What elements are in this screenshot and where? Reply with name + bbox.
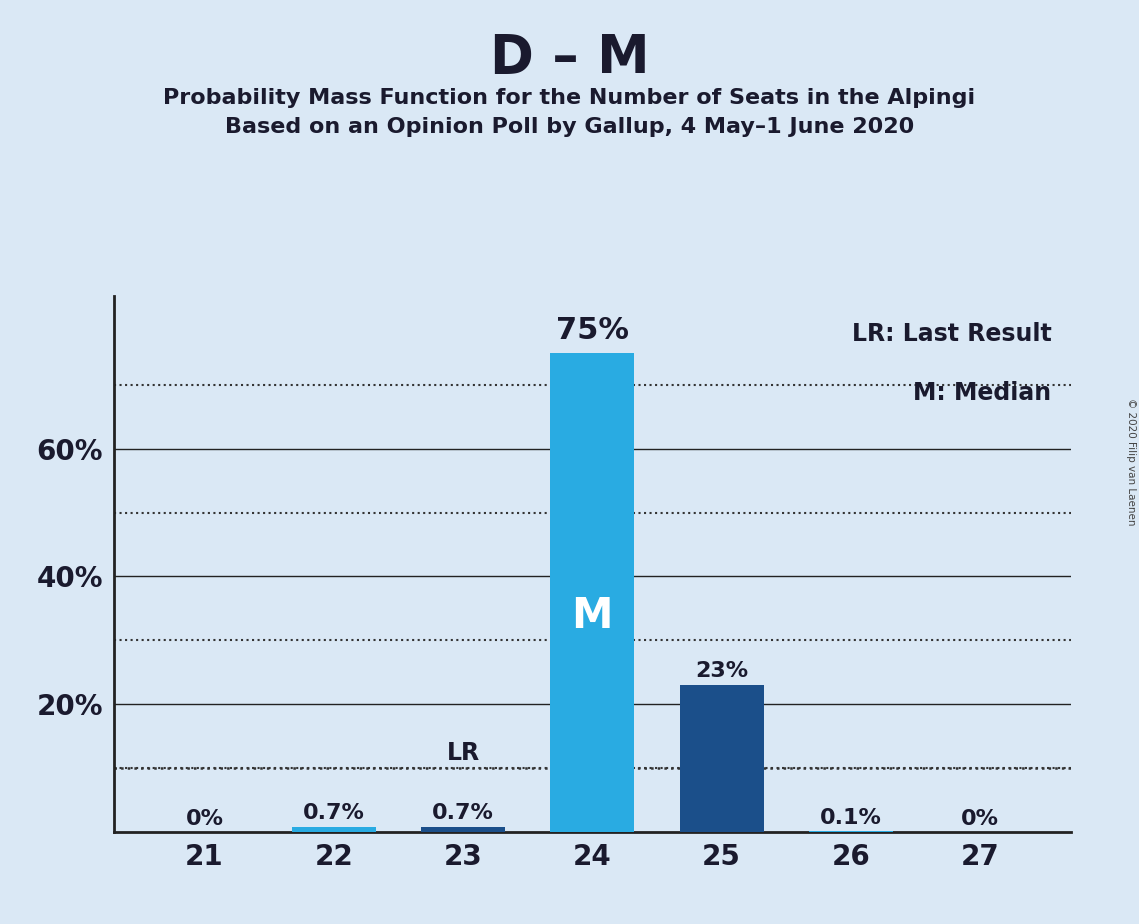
Text: M: Median: M: Median — [913, 382, 1051, 406]
Text: D – M: D – M — [490, 32, 649, 84]
Text: LR: Last Result: LR: Last Result — [852, 322, 1051, 346]
Bar — [680, 685, 763, 832]
Text: 75%: 75% — [556, 316, 629, 346]
Bar — [550, 353, 634, 832]
Bar — [292, 827, 376, 832]
Text: Based on an Opinion Poll by Gallup, 4 May–1 June 2020: Based on an Opinion Poll by Gallup, 4 Ma… — [224, 117, 915, 138]
Text: 0.7%: 0.7% — [303, 803, 364, 823]
Text: LR: LR — [446, 741, 480, 765]
Text: 0.7%: 0.7% — [432, 803, 494, 823]
Text: 0%: 0% — [961, 809, 999, 829]
Text: M: M — [572, 595, 613, 638]
Bar — [421, 827, 505, 832]
Text: Probability Mass Function for the Number of Seats in the Alpingi: Probability Mass Function for the Number… — [163, 88, 976, 108]
Text: 23%: 23% — [695, 661, 748, 681]
Text: © 2020 Filip van Laenen: © 2020 Filip van Laenen — [1126, 398, 1136, 526]
Text: 0%: 0% — [186, 809, 223, 829]
Text: 0.1%: 0.1% — [820, 808, 882, 829]
